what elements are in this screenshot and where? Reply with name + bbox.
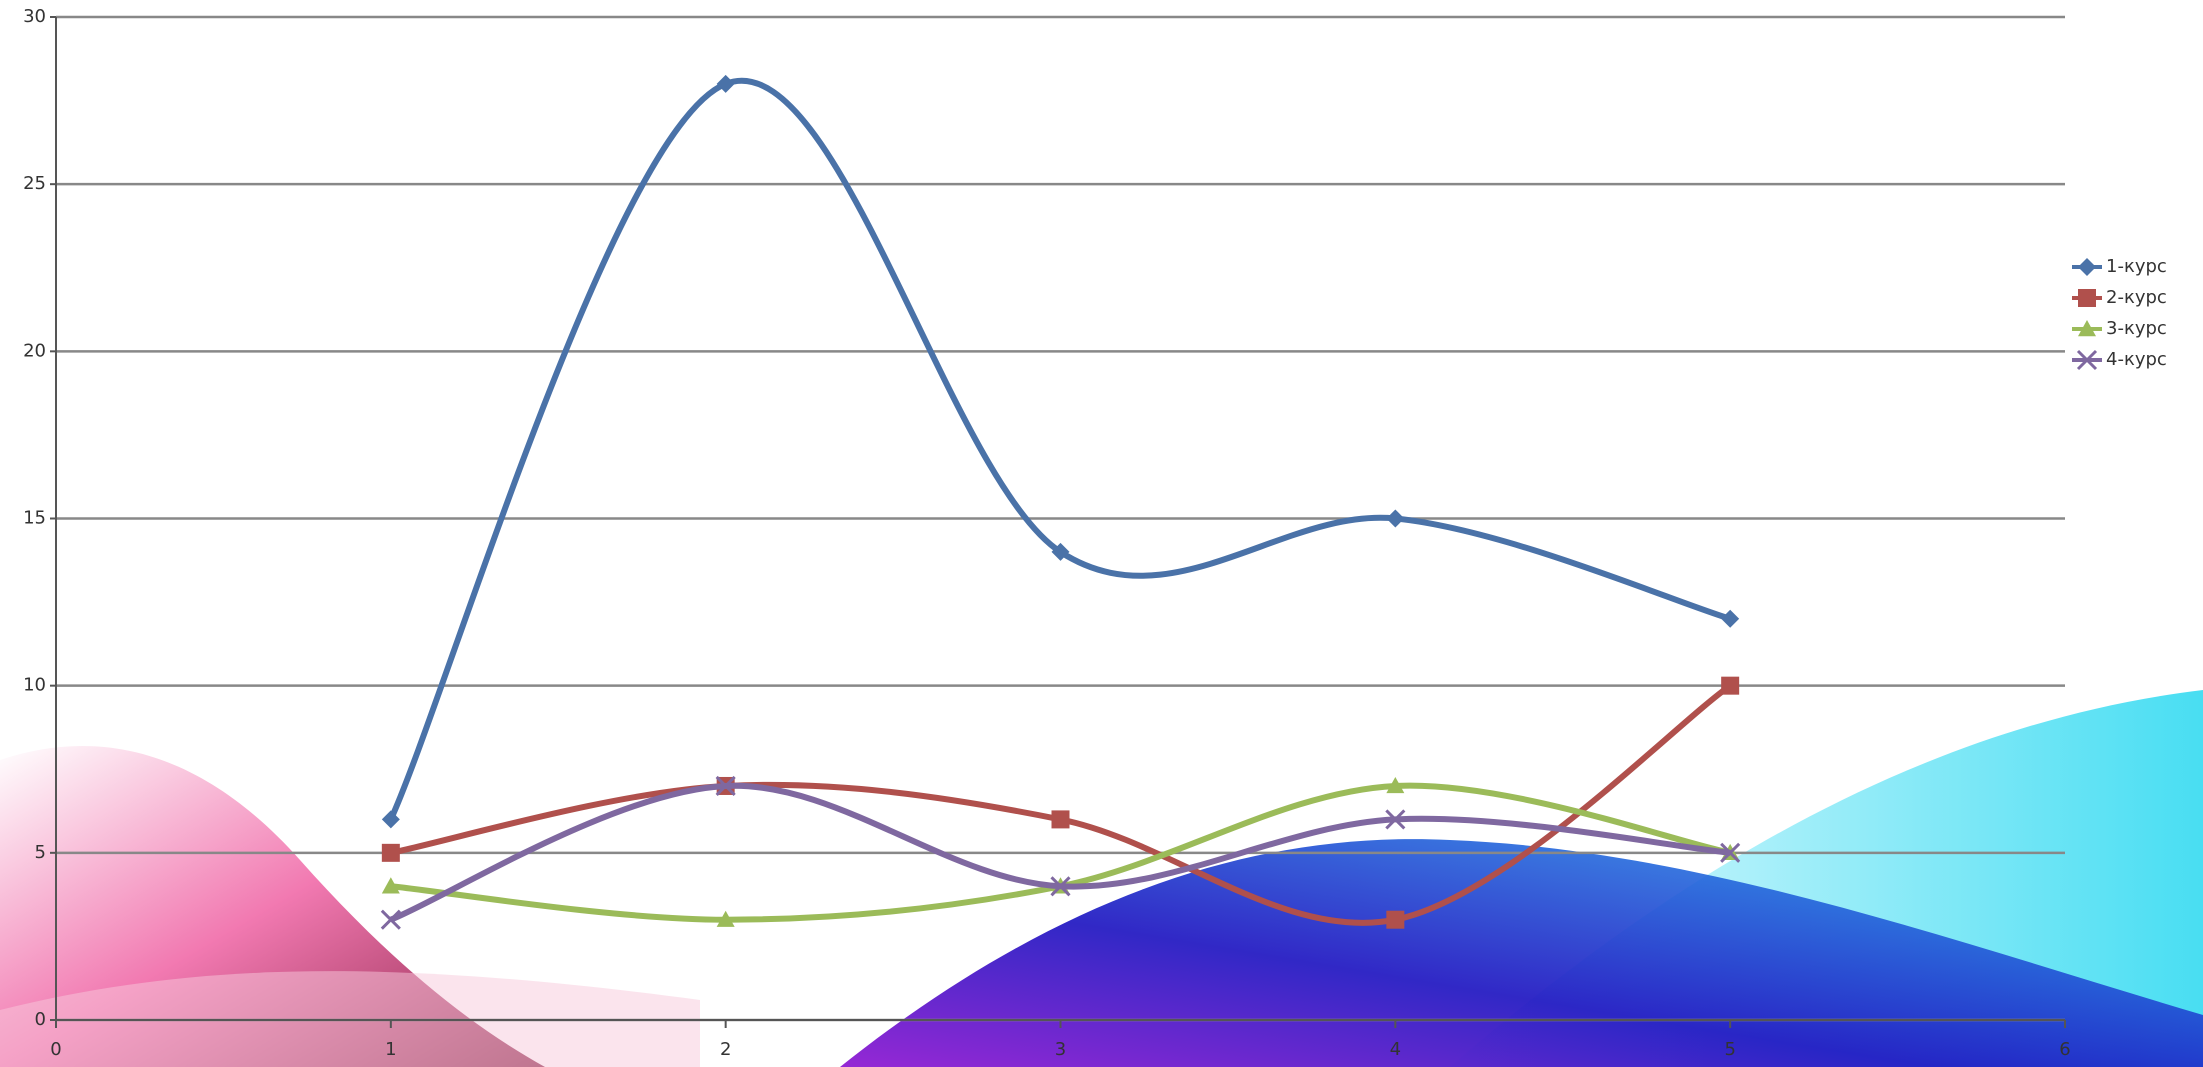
marker — [1720, 842, 1741, 863]
y-tick-label: 10 — [23, 675, 46, 696]
y-tick-label: 30 — [23, 6, 46, 27]
legend-label: 4-курс — [2106, 349, 2167, 370]
x-tick-label: 3 — [1055, 1039, 1066, 1060]
y-tick-label: 5 — [35, 842, 46, 863]
marker — [1386, 910, 1405, 929]
chart: 0 5 10 15 20 25 30 0 1 2 3 4 5 6 1-курс 2-курс 3-курс 4-к… — [23, 6, 2167, 1060]
y-tick-label: 15 — [23, 508, 46, 529]
marker — [380, 909, 401, 930]
x-tick-label: 1 — [385, 1039, 396, 1060]
legend-label: 2-курс — [2106, 287, 2167, 308]
background-waves — [0, 690, 2203, 1067]
marker — [2078, 258, 2096, 276]
x-tick-label: 5 — [1724, 1039, 1735, 1060]
marker — [1050, 876, 1071, 897]
marker — [381, 810, 400, 829]
legend-label: 1-курс — [2106, 256, 2167, 277]
marker — [2078, 320, 2096, 337]
y-tick-label: 25 — [23, 173, 46, 194]
marker — [716, 74, 735, 93]
marker — [1721, 676, 1740, 695]
marker — [1721, 609, 1740, 628]
y-tick-label: 0 — [35, 1009, 46, 1030]
marker — [381, 843, 400, 862]
marker — [715, 775, 736, 797]
marker — [1051, 810, 1070, 829]
x-tick-label: 0 — [50, 1039, 61, 1060]
series-line — [388, 77, 1732, 821]
legend-label: 3-курс — [2106, 318, 2167, 339]
x-tick-label: 6 — [2059, 1039, 2070, 1060]
marker — [2076, 349, 2098, 371]
marker — [1386, 776, 1405, 794]
legend: 1-курс 2-курс 3-курс 4-курс — [2072, 256, 2167, 371]
marker — [1051, 542, 1070, 561]
marker — [381, 877, 400, 894]
marker — [1386, 509, 1405, 528]
x-tick-label: 2 — [720, 1039, 731, 1060]
x-tick-label: 4 — [1390, 1039, 1401, 1060]
marker — [1385, 809, 1406, 830]
marker — [2078, 289, 2096, 307]
marker — [716, 910, 735, 927]
y-tick-label: 20 — [23, 340, 46, 361]
